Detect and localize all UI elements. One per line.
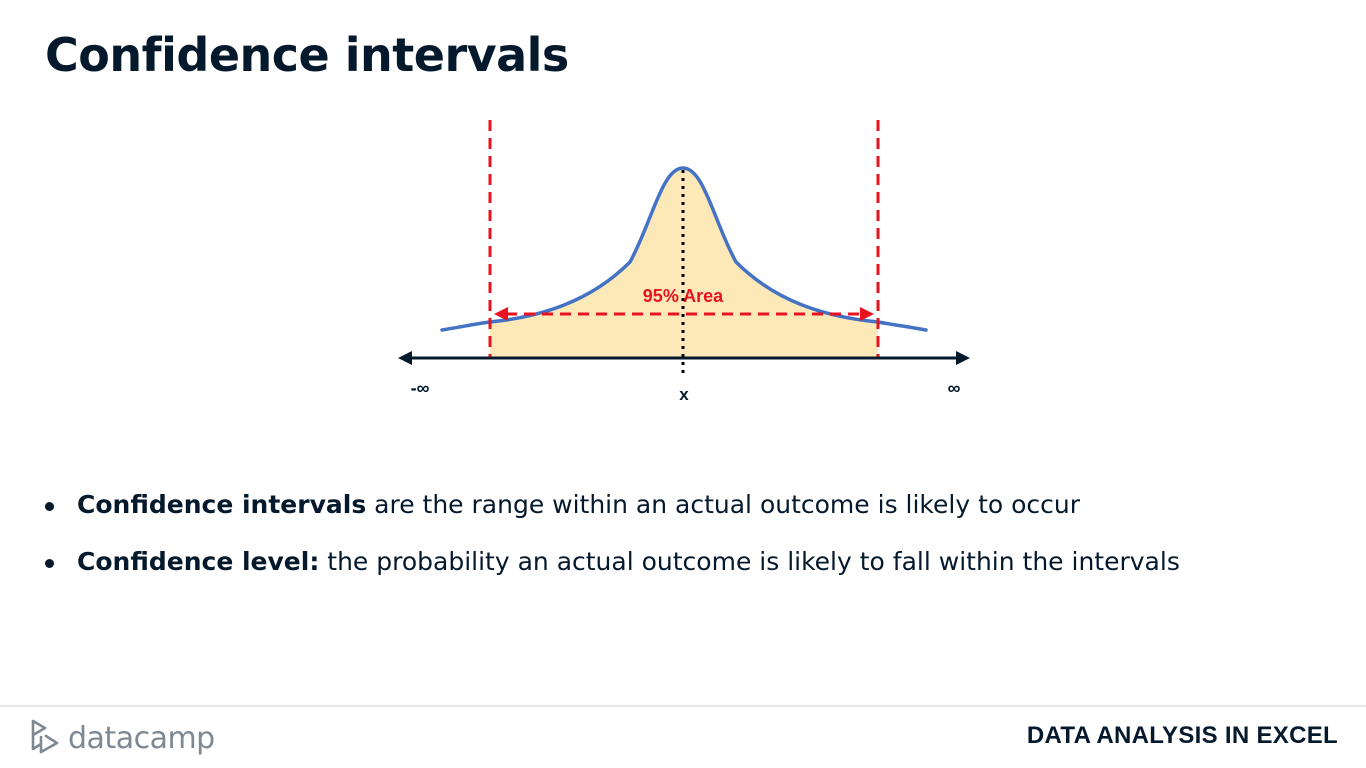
axis-right-label: ∞	[948, 378, 961, 398]
course-name: DATA ANALYSIS IN EXCEL	[1026, 722, 1338, 749]
bullet-item: Confidence level: the probability an act…	[40, 547, 1180, 577]
interval-arrow-left-head	[494, 307, 508, 321]
bullet-text: the probability an actual outcome is lik…	[319, 547, 1180, 576]
bullet-term: Confidence level:	[77, 547, 320, 576]
datacamp-mark-icon	[31, 719, 59, 754]
bullet-term: Confidence intervals	[77, 490, 367, 519]
shaded-area	[490, 168, 878, 357]
footer-divider	[0, 705, 1366, 707]
confidence-interval-diagram: 95% Area -∞ x ∞	[398, 120, 970, 404]
bullet-item: Confidence intervals are the range withi…	[40, 490, 1180, 520]
bell-curve	[440, 166, 928, 332]
bullet-list: Confidence intervals are the range withi…	[40, 490, 1180, 604]
logo-wordmark: datacamp	[68, 720, 215, 756]
slide-title: Confidence intervals	[45, 28, 569, 82]
bullet-text: are the range within an actual outcome i…	[366, 490, 1081, 519]
area-label: 95% Area	[643, 286, 724, 306]
axis-left-label: -∞	[411, 378, 430, 398]
x-axis-right-arrow	[956, 351, 970, 365]
datacamp-logo: datacamp	[28, 716, 215, 760]
interval-arrow-right-head	[860, 307, 874, 321]
x-axis-left-arrow	[398, 351, 412, 365]
axis-center-label: x	[679, 385, 689, 404]
